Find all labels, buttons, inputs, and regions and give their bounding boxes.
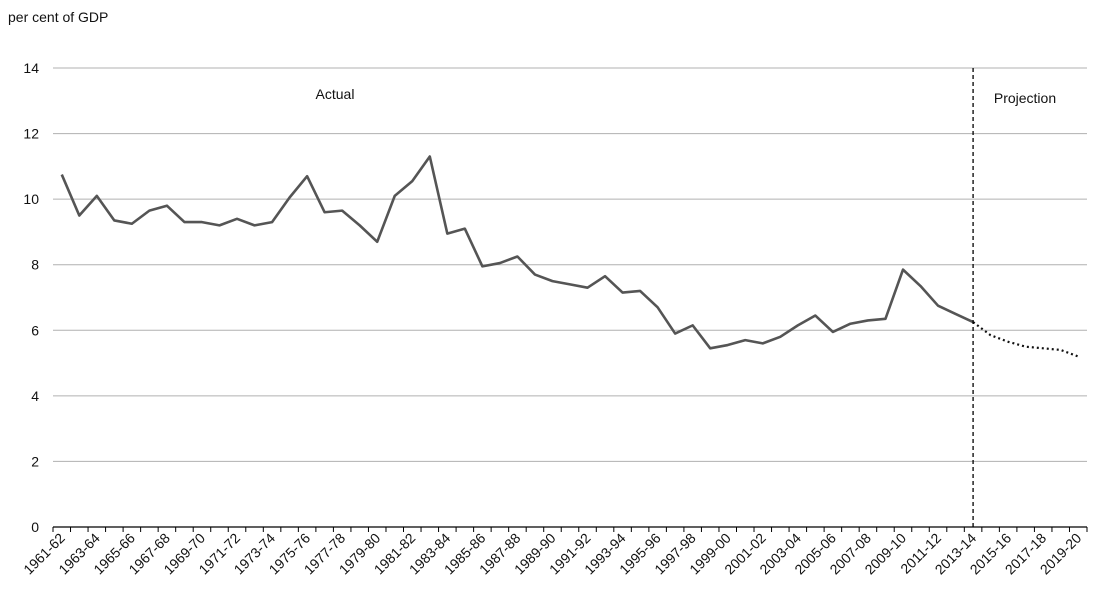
y-tick-label: 2	[31, 453, 39, 469]
y-tick-label: 12	[23, 126, 39, 142]
y-tick-label: 0	[31, 519, 39, 535]
y-axis-label: per cent of GDP	[8, 9, 108, 25]
y-tick-label: 4	[31, 388, 39, 404]
annotation: Actual	[316, 86, 355, 102]
y-tick-label: 8	[31, 257, 39, 273]
line	[60, 155, 974, 350]
y-tick-label: 14	[23, 60, 39, 76]
line	[972, 321, 1079, 358]
annotation: Projection	[994, 90, 1056, 106]
y-tick-label: 10	[23, 191, 39, 207]
y-tick-label: 6	[31, 322, 39, 338]
